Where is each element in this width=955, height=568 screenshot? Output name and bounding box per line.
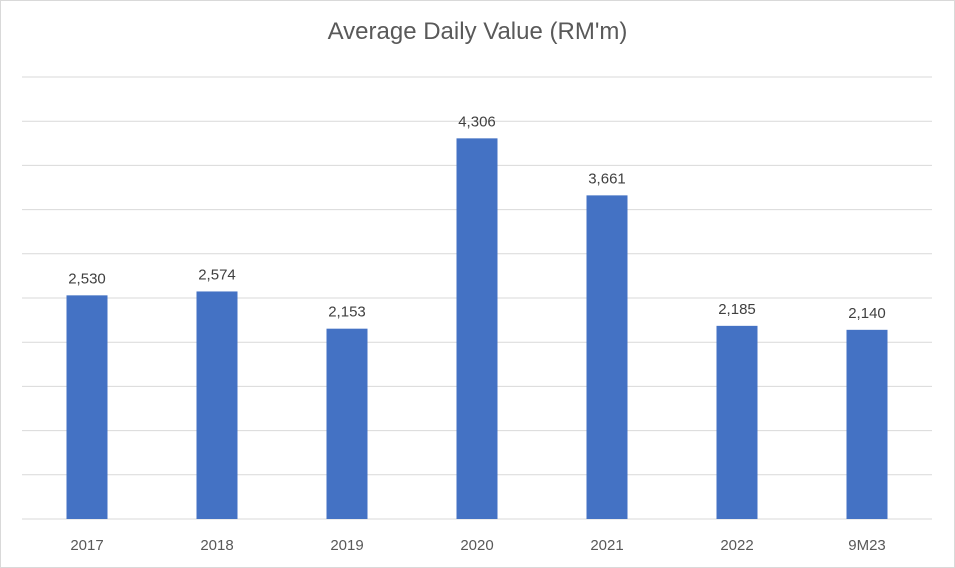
data-label-2017: 2,530 (68, 270, 106, 287)
bar-9M23 (846, 329, 888, 519)
data-label-9M23: 2,140 (848, 305, 886, 322)
category-label-2021: 2021 (590, 537, 623, 554)
chart-title: Average Daily Value (RM'm) (327, 18, 628, 45)
bar-2019 (326, 328, 368, 519)
data-label-2022: 2,185 (718, 301, 756, 318)
bars (66, 138, 888, 519)
data-labels: 2,530 2,574 2,153 4,306 3,661 2,185 2,140 (68, 113, 886, 321)
bar-2022 (716, 325, 758, 519)
category-label-2020: 2020 (460, 537, 493, 554)
category-label-2018: 2018 (200, 537, 233, 554)
category-label-9M23: 9M23 (848, 537, 886, 554)
data-label-2020: 4,306 (458, 113, 496, 130)
bar-2017 (66, 295, 108, 519)
category-label-2017: 2017 (70, 537, 103, 554)
category-label-2019: 2019 (330, 537, 363, 554)
bar-2018 (196, 291, 238, 519)
bar-2021 (586, 195, 628, 519)
category-label-2022: 2022 (720, 537, 753, 554)
data-label-2018: 2,574 (198, 266, 236, 283)
category-labels: 2017 2018 2019 2020 2021 2022 9M23 (70, 537, 885, 554)
data-label-2021: 3,661 (588, 170, 626, 187)
data-label-2019: 2,153 (328, 304, 366, 321)
bar-2020 (456, 138, 498, 519)
